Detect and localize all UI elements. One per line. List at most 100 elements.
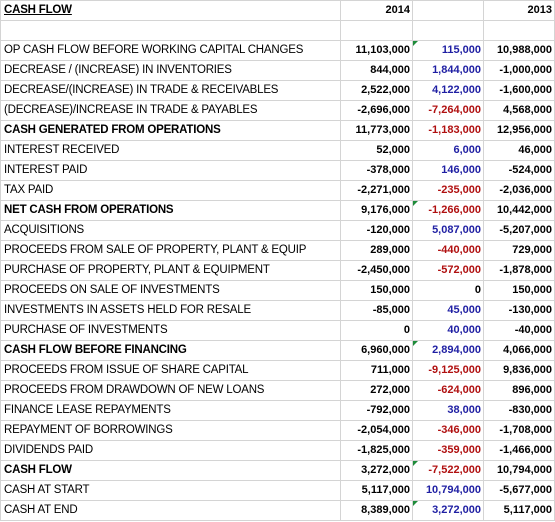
value-2014-cell[interactable]: 6,960,000 bbox=[340, 340, 413, 361]
value-2014-cell[interactable]: -2,054,000 bbox=[340, 420, 413, 441]
row-label-cell[interactable]: INTEREST RECEIVED bbox=[0, 140, 341, 161]
value-2014-cell[interactable]: -120,000 bbox=[340, 220, 413, 241]
change-cell[interactable]: 3,272,000 bbox=[412, 500, 484, 521]
value-2014-cell[interactable]: 5,117,000 bbox=[340, 480, 413, 501]
value-2014-cell[interactable]: -792,000 bbox=[340, 400, 413, 421]
change-cell[interactable]: 1,844,000 bbox=[412, 60, 484, 81]
value-2013-cell[interactable]: -2,036,000 bbox=[483, 180, 555, 201]
row-label-cell[interactable]: DECREASE/(INCREASE) IN TRADE & RECEIVABL… bbox=[0, 80, 341, 101]
value-2014-cell[interactable]: 3,272,000 bbox=[340, 460, 413, 481]
sheet-title-cell[interactable]: CASH FLOW bbox=[0, 0, 341, 21]
row-label-cell[interactable]: CASH AT END bbox=[0, 500, 341, 521]
row-label-cell[interactable]: DECREASE / (INCREASE) IN INVENTORIES bbox=[0, 60, 341, 81]
change-cell[interactable]: 115,000 bbox=[412, 40, 484, 61]
value-2013-cell[interactable]: -130,000 bbox=[483, 300, 555, 321]
value-2014-cell[interactable]: -2,271,000 bbox=[340, 180, 413, 201]
value-2013-cell[interactable]: 729,000 bbox=[483, 240, 555, 261]
value-2013-cell[interactable]: 12,956,000 bbox=[483, 120, 555, 141]
change-cell[interactable]: -440,000 bbox=[412, 240, 484, 261]
change-cell[interactable]: 40,000 bbox=[412, 320, 484, 341]
value-2013-cell[interactable]: -830,000 bbox=[483, 400, 555, 421]
value-2013-cell[interactable]: -1,708,000 bbox=[483, 420, 555, 441]
value-2014-cell[interactable]: 9,176,000 bbox=[340, 200, 413, 221]
value-2014-cell[interactable]: 150,000 bbox=[340, 280, 413, 301]
change-cell[interactable]: -235,000 bbox=[412, 180, 484, 201]
row-label-cell[interactable]: PURCHASE OF INVESTMENTS bbox=[0, 320, 341, 341]
value-2013-cell[interactable]: 896,000 bbox=[483, 380, 555, 401]
value-2014-cell[interactable]: 8,389,000 bbox=[340, 500, 413, 521]
change-cell[interactable]: -1,183,000 bbox=[412, 120, 484, 141]
change-cell[interactable]: -624,000 bbox=[412, 380, 484, 401]
row-label-cell[interactable]: OP CASH FLOW BEFORE WORKING CAPITAL CHAN… bbox=[0, 40, 341, 61]
year-2013-header[interactable]: 2013 bbox=[483, 0, 555, 21]
change-cell[interactable]: -1,266,000 bbox=[412, 200, 484, 221]
empty-header-cell[interactable] bbox=[412, 0, 484, 21]
value-2013-cell[interactable]: 10,794,000 bbox=[483, 460, 555, 481]
value-2013-cell[interactable]: 9,836,000 bbox=[483, 360, 555, 381]
empty-cell[interactable] bbox=[340, 20, 413, 41]
change-cell[interactable]: -359,000 bbox=[412, 440, 484, 461]
row-label-cell[interactable]: INVESTMENTS IN ASSETS HELD FOR RESALE bbox=[0, 300, 341, 321]
row-label-cell[interactable]: PROCEEDS ON SALE OF INVESTMENTS bbox=[0, 280, 341, 301]
change-cell[interactable]: 10,794,000 bbox=[412, 480, 484, 501]
change-cell[interactable]: 4,122,000 bbox=[412, 80, 484, 101]
value-2013-cell[interactable]: 5,117,000 bbox=[483, 500, 555, 521]
change-cell[interactable]: -9,125,000 bbox=[412, 360, 484, 381]
value-2014-cell[interactable]: 2,522,000 bbox=[340, 80, 413, 101]
change-cell[interactable]: -7,522,000 bbox=[412, 460, 484, 481]
value-2013-cell[interactable]: -40,000 bbox=[483, 320, 555, 341]
row-label-cell[interactable]: PURCHASE OF PROPERTY, PLANT & EQUIPMENT bbox=[0, 260, 341, 281]
change-cell[interactable]: 45,000 bbox=[412, 300, 484, 321]
row-label-cell[interactable]: PROCEEDS FROM ISSUE OF SHARE CAPITAL bbox=[0, 360, 341, 381]
empty-cell[interactable] bbox=[412, 20, 484, 41]
change-cell[interactable]: 146,000 bbox=[412, 160, 484, 181]
change-cell[interactable]: -346,000 bbox=[412, 420, 484, 441]
value-2014-cell[interactable]: 711,000 bbox=[340, 360, 413, 381]
row-label-cell[interactable]: FINANCE LEASE REPAYMENTS bbox=[0, 400, 341, 421]
year-2014-header[interactable]: 2014 bbox=[340, 0, 413, 21]
row-label-cell[interactable]: CASH FLOW bbox=[0, 460, 341, 481]
value-2014-cell[interactable]: 11,773,000 bbox=[340, 120, 413, 141]
value-2014-cell[interactable]: 52,000 bbox=[340, 140, 413, 161]
row-label-cell[interactable]: NET CASH FROM OPERATIONS bbox=[0, 200, 341, 221]
row-label-cell[interactable]: INTEREST PAID bbox=[0, 160, 341, 181]
value-2013-cell[interactable]: 10,988,000 bbox=[483, 40, 555, 61]
value-2013-cell[interactable]: -5,207,000 bbox=[483, 220, 555, 241]
value-2014-cell[interactable]: 272,000 bbox=[340, 380, 413, 401]
row-label-cell[interactable]: DIVIDENDS PAID bbox=[0, 440, 341, 461]
value-2014-cell[interactable]: -85,000 bbox=[340, 300, 413, 321]
value-2014-cell[interactable]: 289,000 bbox=[340, 240, 413, 261]
change-cell[interactable]: 0 bbox=[412, 280, 484, 301]
empty-cell[interactable] bbox=[0, 20, 341, 41]
value-2013-cell[interactable]: -1,878,000 bbox=[483, 260, 555, 281]
value-2013-cell[interactable]: 4,568,000 bbox=[483, 100, 555, 121]
row-label-cell[interactable]: CASH AT START bbox=[0, 480, 341, 501]
value-2014-cell[interactable]: -1,825,000 bbox=[340, 440, 413, 461]
value-2013-cell[interactable]: -524,000 bbox=[483, 160, 555, 181]
value-2014-cell[interactable]: 0 bbox=[340, 320, 413, 341]
row-label-cell[interactable]: PROCEEDS FROM SALE OF PROPERTY, PLANT & … bbox=[0, 240, 341, 261]
change-cell[interactable]: 5,087,000 bbox=[412, 220, 484, 241]
value-2014-cell[interactable]: -2,696,000 bbox=[340, 100, 413, 121]
value-2013-cell[interactable]: 150,000 bbox=[483, 280, 555, 301]
row-label-cell[interactable]: REPAYMENT OF BORROWINGS bbox=[0, 420, 341, 441]
change-cell[interactable]: 2,894,000 bbox=[412, 340, 484, 361]
value-2014-cell[interactable]: 844,000 bbox=[340, 60, 413, 81]
value-2013-cell[interactable]: 10,442,000 bbox=[483, 200, 555, 221]
value-2014-cell[interactable]: -378,000 bbox=[340, 160, 413, 181]
value-2013-cell[interactable]: 46,000 bbox=[483, 140, 555, 161]
change-cell[interactable]: 6,000 bbox=[412, 140, 484, 161]
value-2013-cell[interactable]: -5,677,000 bbox=[483, 480, 555, 501]
value-2014-cell[interactable]: 11,103,000 bbox=[340, 40, 413, 61]
row-label-cell[interactable]: PROCEEDS FROM DRAWDOWN OF NEW LOANS bbox=[0, 380, 341, 401]
row-label-cell[interactable]: TAX PAID bbox=[0, 180, 341, 201]
change-cell[interactable]: 38,000 bbox=[412, 400, 484, 421]
row-label-cell[interactable]: CASH GENERATED FROM OPERATIONS bbox=[0, 120, 341, 141]
row-label-cell[interactable]: CASH FLOW BEFORE FINANCING bbox=[0, 340, 341, 361]
change-cell[interactable]: -572,000 bbox=[412, 260, 484, 281]
empty-cell[interactable] bbox=[483, 20, 555, 41]
value-2013-cell[interactable]: -1,600,000 bbox=[483, 80, 555, 101]
value-2013-cell[interactable]: -1,000,000 bbox=[483, 60, 555, 81]
value-2013-cell[interactable]: -1,466,000 bbox=[483, 440, 555, 461]
value-2013-cell[interactable]: 4,066,000 bbox=[483, 340, 555, 361]
